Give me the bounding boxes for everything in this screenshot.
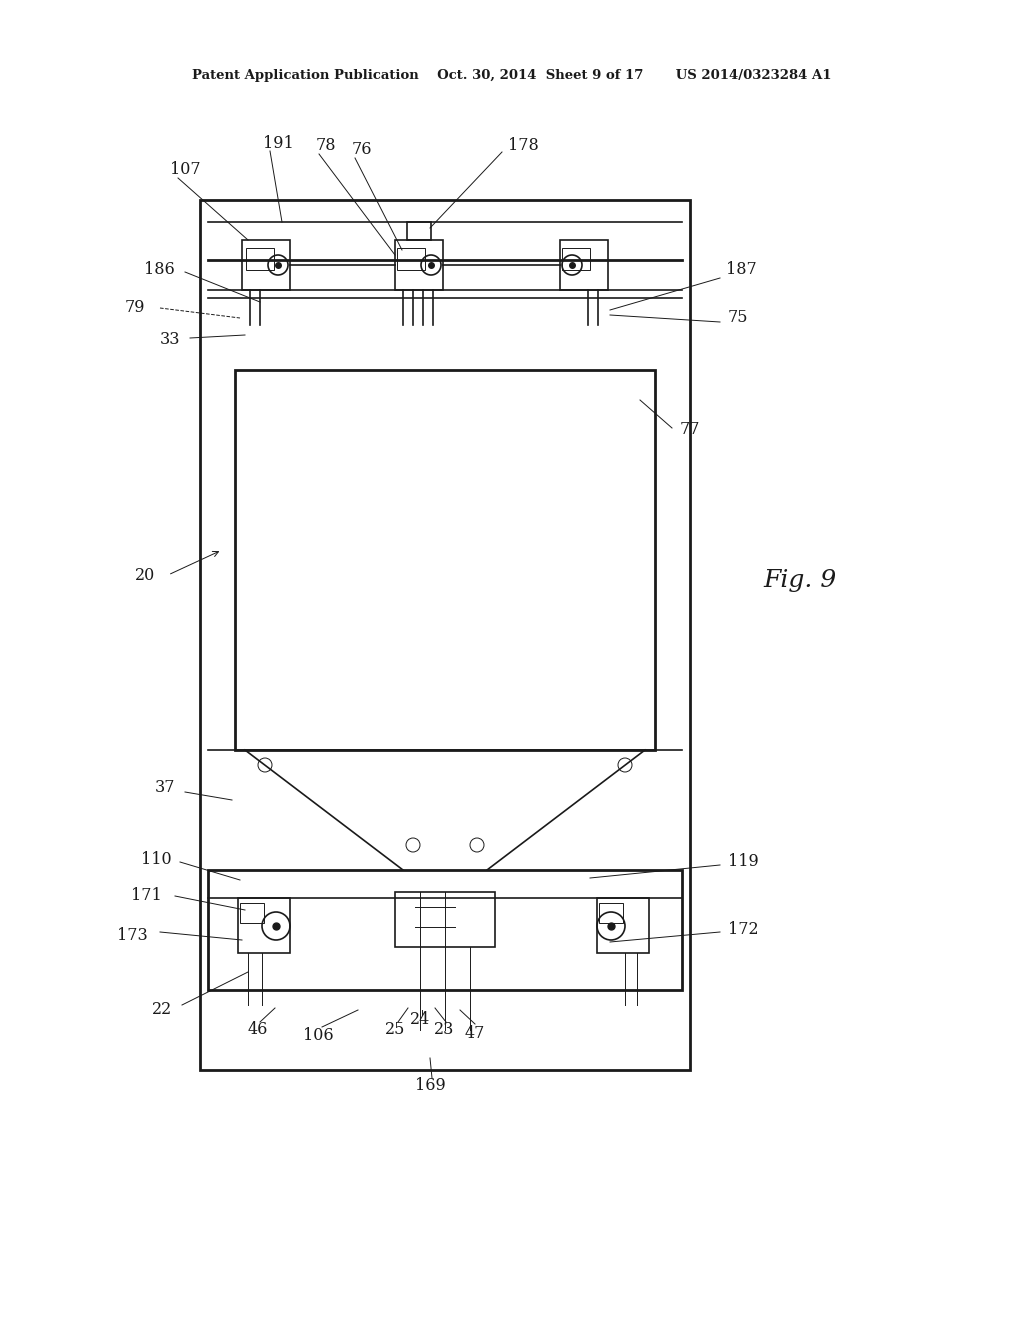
Text: 78: 78 [316,136,337,153]
Text: 187: 187 [726,261,757,279]
Text: 76: 76 [352,141,373,158]
Text: 23: 23 [434,1022,455,1039]
Bar [246,248,274,271]
Bar [242,240,290,290]
Text: 22: 22 [152,1002,172,1019]
Text: 75: 75 [728,309,749,326]
Bar [238,898,290,953]
Text: 171: 171 [131,887,162,903]
Text: 24: 24 [410,1011,430,1028]
Text: 178: 178 [508,136,539,153]
Text: 106: 106 [303,1027,334,1044]
Bar [597,898,649,953]
Text: Patent Application Publication    Oct. 30, 2014  Sheet 9 of 17       US 2014/032: Patent Application Publication Oct. 30, … [193,69,831,82]
Text: 46: 46 [248,1022,268,1039]
Bar [200,201,690,1071]
Bar [562,248,590,271]
Text: 173: 173 [118,927,148,944]
Text: 191: 191 [263,135,294,152]
Text: 77: 77 [680,421,700,438]
Text: 119: 119 [728,854,759,870]
Bar [234,370,655,750]
Text: 47: 47 [465,1024,485,1041]
Bar [395,892,495,946]
Text: 79: 79 [125,300,145,317]
Text: 110: 110 [141,851,172,869]
Text: 107: 107 [170,161,201,178]
Text: 37: 37 [155,780,175,796]
Bar [208,870,682,990]
Bar [407,222,431,240]
Bar [397,248,425,271]
Bar [560,240,608,290]
Bar [240,903,264,923]
Text: 186: 186 [144,261,175,279]
Text: 172: 172 [728,921,759,939]
Text: 33: 33 [160,331,180,348]
Bar [395,240,443,290]
Text: 25: 25 [385,1022,406,1039]
Text: 20: 20 [135,566,155,583]
Text: 169: 169 [415,1077,445,1093]
Bar [599,903,623,923]
Text: Fig. 9: Fig. 9 [763,569,837,591]
